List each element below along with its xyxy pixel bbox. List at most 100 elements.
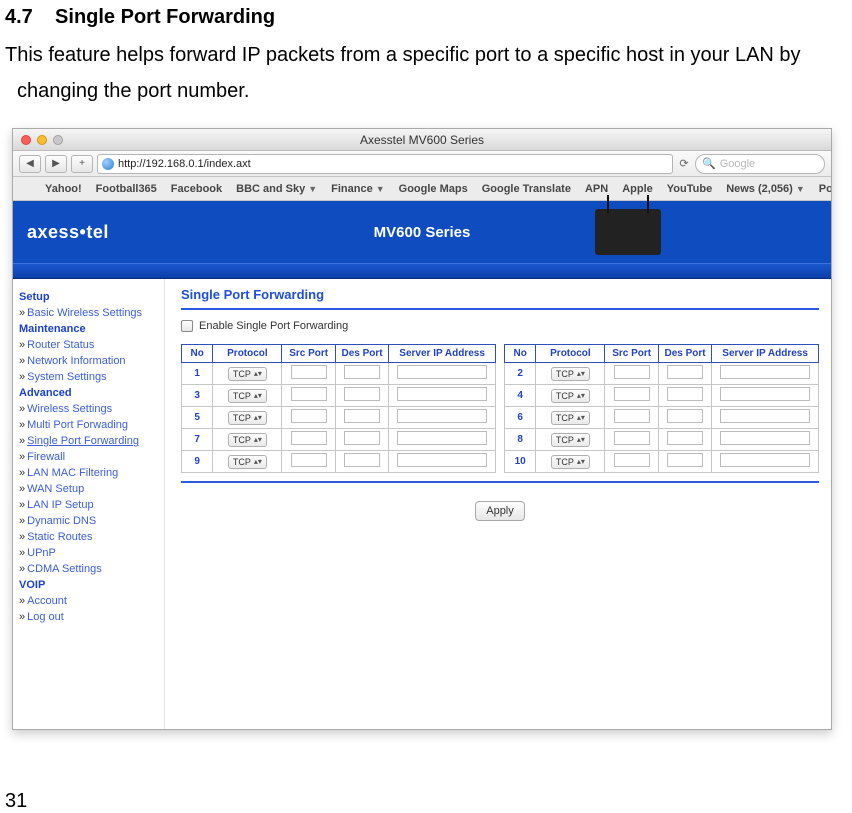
protocol-select[interactable]: TCP▴▾ (551, 411, 590, 425)
des-port-input[interactable] (344, 365, 380, 379)
sidebar-item[interactable]: » System Settings (19, 371, 158, 383)
back-button[interactable]: ◀ (19, 155, 41, 173)
bookmark-item[interactable]: Facebook (171, 183, 222, 195)
src-port-input[interactable] (614, 431, 650, 445)
protocol-select[interactable]: TCP▴▾ (228, 389, 267, 403)
sidebar-item-label: Static Routes (27, 531, 92, 543)
bookmark-item[interactable]: Yahoo! (45, 183, 82, 195)
server-ip-input[interactable] (720, 409, 810, 423)
sidebar-item-label: CDMA Settings (27, 563, 102, 575)
content-panel: Single Port Forwarding Enable Single Por… (165, 279, 831, 729)
server-ip-input[interactable] (397, 409, 487, 423)
select-arrows-icon: ▴▾ (254, 457, 262, 466)
protocol-select[interactable]: TCP▴▾ (228, 433, 267, 447)
des-port-input[interactable] (667, 387, 703, 401)
bookmark-item[interactable]: BBC and Sky▼ (236, 183, 317, 195)
address-bar[interactable]: http://192.168.0.1/index.axt (97, 154, 673, 174)
search-field[interactable]: 🔍 Google (695, 154, 825, 174)
sidebar-bullet: » (19, 451, 25, 463)
sidebar-item[interactable]: » Network Information (19, 355, 158, 367)
sidebar-item[interactable]: » Dynamic DNS (19, 515, 158, 527)
row-number: 3 (182, 385, 213, 407)
sidebar-bullet: » (19, 339, 25, 351)
des-port-input[interactable] (667, 431, 703, 445)
protocol-select[interactable]: TCP▴▾ (551, 433, 590, 447)
bookmark-item[interactable]: Google Maps (399, 183, 468, 195)
server-ip-input[interactable] (720, 453, 810, 467)
select-arrows-icon: ▴▾ (577, 457, 585, 466)
sidebar-item-label: Single Port Forwarding (27, 435, 139, 447)
sidebar-item[interactable]: » Wireless Settings (19, 403, 158, 415)
bookmark-item[interactable]: News (2,056)▼ (726, 183, 805, 195)
src-port-input[interactable] (291, 365, 327, 379)
enable-checkbox[interactable] (181, 320, 193, 332)
protocol-select[interactable]: TCP▴▾ (228, 455, 267, 469)
bookmark-item[interactable]: Google Translate (482, 183, 571, 195)
table-row: 7TCP▴▾ (182, 429, 496, 451)
server-ip-input[interactable] (397, 431, 487, 445)
bookmark-item[interactable]: APN (585, 183, 608, 195)
intro-line-2: changing the port number. (5, 79, 847, 105)
protocol-select[interactable]: TCP▴▾ (228, 367, 267, 381)
window-titlebar: Axesstel MV600 Series (13, 129, 831, 151)
src-port-input[interactable] (614, 365, 650, 379)
sidebar-item[interactable]: » Log out (19, 611, 158, 623)
product-series: MV600 Series (374, 224, 471, 241)
bookmark-item[interactable]: Finance▼ (331, 183, 385, 195)
apply-button[interactable]: Apply (475, 501, 525, 521)
bookmark-item[interactable]: YouTube (667, 183, 712, 195)
sidebar-item[interactable]: » Basic Wireless Settings (19, 307, 158, 319)
des-port-input[interactable] (667, 453, 703, 467)
src-port-input[interactable] (614, 453, 650, 467)
des-port-input[interactable] (344, 431, 380, 445)
column-header: Src Port (282, 345, 335, 363)
sidebar-item[interactable]: » Multi Port Forwading (19, 419, 158, 431)
server-ip-input[interactable] (720, 431, 810, 445)
sidebar-item-label: LAN IP Setup (27, 499, 93, 511)
sidebar-bullet: » (19, 611, 25, 623)
src-port-input[interactable] (614, 409, 650, 423)
sidebar-item[interactable]: » LAN IP Setup (19, 499, 158, 511)
server-ip-input[interactable] (397, 365, 487, 379)
protocol-select[interactable]: TCP▴▾ (551, 389, 590, 403)
bookmark-item[interactable]: Football365 (96, 183, 157, 195)
sidebar-item[interactable]: » Router Status (19, 339, 158, 351)
column-header: Src Port (605, 345, 658, 363)
server-ip-input[interactable] (720, 387, 810, 401)
add-bookmark-button[interactable]: + (71, 155, 93, 173)
protocol-select[interactable]: TCP▴▾ (228, 411, 267, 425)
sidebar-item[interactable]: » Account (19, 595, 158, 607)
forward-button[interactable]: ▶ (45, 155, 67, 173)
src-port-input[interactable] (291, 453, 327, 467)
server-ip-input[interactable] (397, 387, 487, 401)
server-ip-input[interactable] (397, 453, 487, 467)
table-row: 4TCP▴▾ (505, 385, 819, 407)
server-ip-input[interactable] (720, 365, 810, 379)
sidebar-item[interactable]: » WAN Setup (19, 483, 158, 495)
bookmark-item[interactable]: Apple (622, 183, 653, 195)
des-port-input[interactable] (344, 453, 380, 467)
sidebar-item[interactable]: » CDMA Settings (19, 563, 158, 575)
des-port-input[interactable] (667, 409, 703, 423)
des-port-input[interactable] (344, 387, 380, 401)
row-number: 1 (182, 363, 213, 385)
bookmark-item[interactable]: Popular▼ (819, 183, 831, 195)
sidebar-item[interactable]: » LAN MAC Filtering (19, 467, 158, 479)
src-port-input[interactable] (291, 431, 327, 445)
protocol-select[interactable]: TCP▴▾ (551, 367, 590, 381)
sidebar-item[interactable]: » Static Routes (19, 531, 158, 543)
src-port-input[interactable] (291, 409, 327, 423)
reload-button[interactable]: ⟳ (677, 157, 691, 171)
protocol-select[interactable]: TCP▴▾ (551, 455, 590, 469)
sidebar-bullet: » (19, 371, 25, 383)
sidebar-item[interactable]: » Single Port Forwarding (19, 435, 158, 447)
src-port-input[interactable] (291, 387, 327, 401)
sidebar-item-label: Dynamic DNS (27, 515, 96, 527)
des-port-input[interactable] (667, 365, 703, 379)
column-header: Server IP Address (712, 345, 819, 363)
column-header: Protocol (536, 345, 605, 363)
sidebar-item[interactable]: » Firewall (19, 451, 158, 463)
sidebar-item[interactable]: » UPnP (19, 547, 158, 559)
des-port-input[interactable] (344, 409, 380, 423)
src-port-input[interactable] (614, 387, 650, 401)
